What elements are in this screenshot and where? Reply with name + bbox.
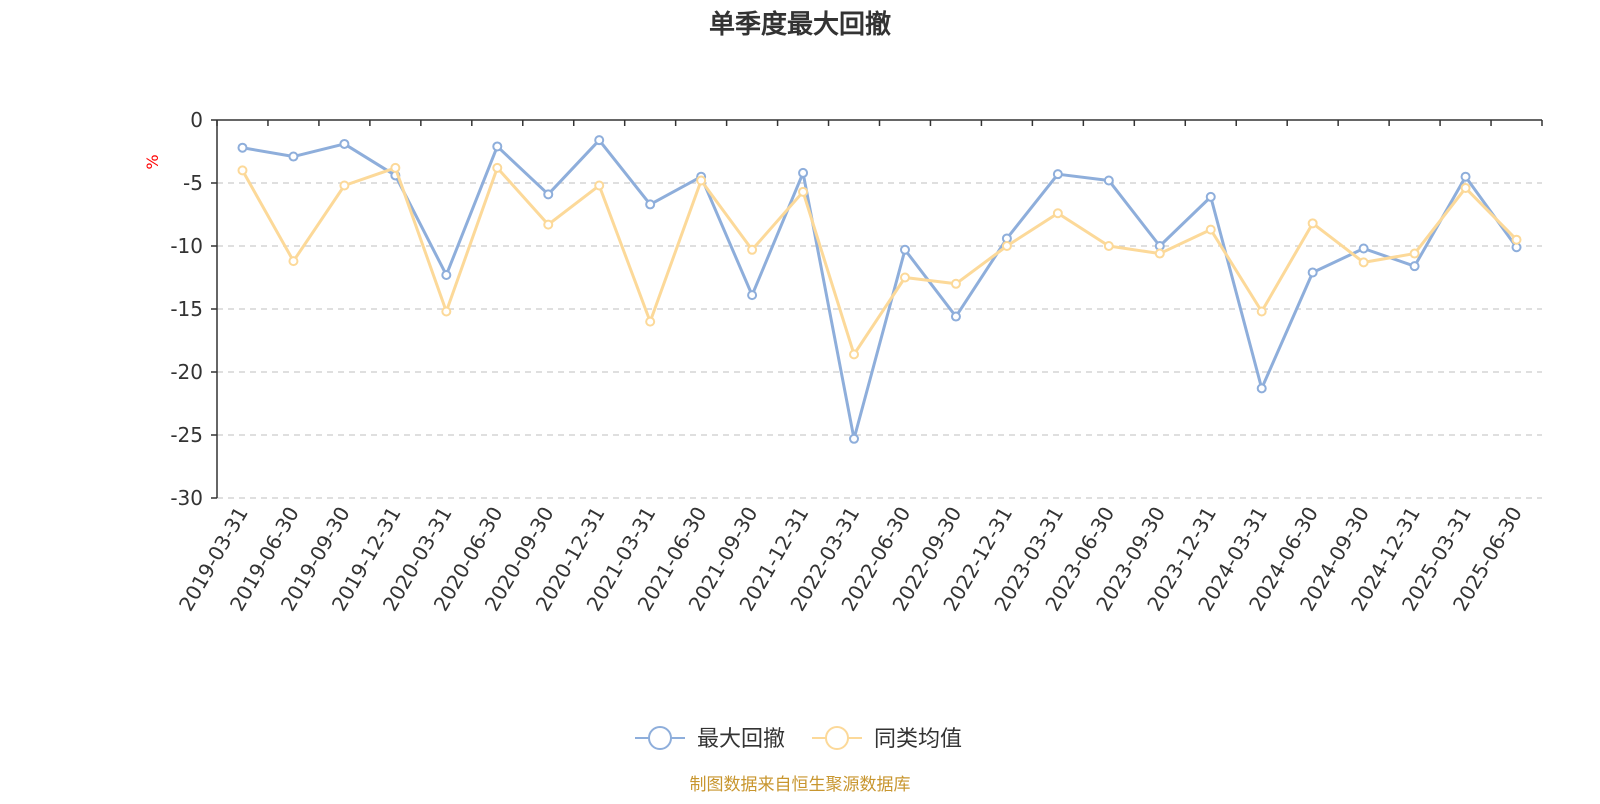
data-point[interactable] [1358, 257, 1369, 268]
data-point[interactable] [747, 290, 758, 301]
data-point[interactable] [492, 141, 503, 152]
data-point[interactable] [492, 162, 503, 173]
gridlines [217, 182, 1542, 499]
legend: 最大回撤 同类均值 [635, 726, 962, 752]
data-point[interactable] [441, 306, 452, 317]
y-tick-label: -15 [170, 297, 203, 321]
data-point[interactable] [1103, 241, 1114, 251]
data-point[interactable] [899, 244, 910, 255]
data-point[interactable] [747, 244, 758, 255]
data-point[interactable] [1511, 234, 1522, 245]
data-point[interactable] [1205, 224, 1216, 235]
data-point[interactable] [594, 180, 605, 191]
data-point[interactable] [1256, 383, 1267, 394]
data-point[interactable] [543, 189, 554, 200]
data-point[interactable] [1409, 248, 1420, 259]
y-axis-unit-label: % [143, 154, 162, 169]
data-point[interactable] [1103, 175, 1114, 186]
series-2 [237, 162, 1522, 360]
data-point[interactable] [645, 316, 656, 327]
y-tick-label: -5 [183, 171, 203, 195]
data-point[interactable] [798, 167, 809, 178]
data-point[interactable] [1358, 243, 1369, 254]
data-point[interactable] [950, 278, 961, 289]
legend-item[interactable]: 同类均值 [812, 726, 962, 752]
y-tick-label: -25 [170, 423, 203, 447]
data-point[interactable] [339, 138, 350, 149]
y-tick-label: 0 [190, 108, 203, 132]
data-point[interactable] [798, 186, 809, 197]
series-line [241, 166, 1518, 356]
legend-label: 同类均值 [874, 727, 962, 752]
data-point[interactable] [1460, 171, 1471, 182]
legend-marker [825, 726, 849, 750]
legend-marker [648, 726, 672, 750]
data-point[interactable] [594, 135, 605, 146]
data-point[interactable] [950, 311, 961, 322]
data-point[interactable] [288, 151, 299, 162]
data-point[interactable] [1052, 169, 1063, 180]
y-axis-ticks: 0 -5 -10 -15 -20 -25 -30 [170, 108, 217, 510]
data-point[interactable] [696, 175, 707, 186]
series-1 [237, 135, 1522, 444]
data-point[interactable] [1307, 218, 1318, 229]
data-point[interactable] [1256, 306, 1267, 317]
data-point[interactable] [1205, 191, 1216, 202]
data-point[interactable] [441, 269, 452, 280]
data-point[interactable] [1409, 261, 1420, 272]
y-tick-label: -10 [170, 234, 203, 258]
data-point[interactable] [849, 433, 860, 444]
x-axis-ticks: 2019-03-312019-06-302019-09-302019-12-31… [174, 502, 1527, 615]
data-point[interactable] [288, 256, 299, 267]
legend-label: 最大回撤 [697, 727, 785, 752]
data-point[interactable] [899, 272, 910, 283]
data-point[interactable] [645, 199, 656, 210]
data-point[interactable] [1307, 267, 1318, 278]
data-point[interactable] [1154, 248, 1165, 259]
data-point[interactable] [390, 162, 401, 173]
data-point[interactable] [543, 219, 554, 230]
data-point[interactable] [237, 142, 248, 153]
data-source-note: 制图数据来自恒生聚源数据库 [690, 775, 911, 795]
y-tick-label: -30 [170, 486, 203, 510]
data-point[interactable] [1001, 241, 1012, 251]
series-line [242, 138, 1518, 441]
series-lines [237, 135, 1522, 444]
chart-title: 单季度最大回撤 [709, 9, 891, 40]
data-point[interactable] [339, 180, 350, 191]
legend-item[interactable]: 最大回撤 [635, 726, 785, 752]
data-point[interactable] [237, 165, 248, 176]
data-point[interactable] [1460, 183, 1471, 194]
data-point[interactable] [849, 349, 860, 360]
data-point[interactable] [1052, 208, 1063, 219]
y-tick-label: -20 [170, 360, 203, 384]
